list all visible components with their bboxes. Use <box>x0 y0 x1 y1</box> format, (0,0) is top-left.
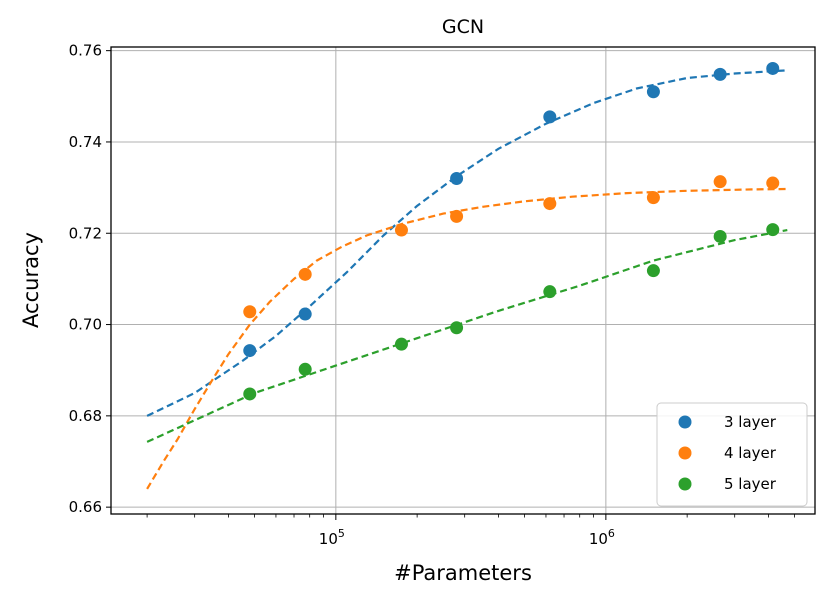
data-point <box>394 223 408 237</box>
plot-frame <box>110 46 816 515</box>
data-point <box>646 191 660 205</box>
data-point <box>713 229 727 243</box>
fit-line <box>146 69 788 417</box>
x-tick-label: 106 <box>589 527 615 548</box>
data-point <box>646 85 660 99</box>
data-point <box>766 61 780 75</box>
data-point <box>713 175 727 189</box>
data-point <box>243 387 257 401</box>
legend-marker <box>678 446 692 460</box>
data-point <box>298 362 312 376</box>
data-point <box>298 307 312 321</box>
legend-marker <box>678 415 692 429</box>
y-tick-label: 0.72 <box>69 224 102 242</box>
data-point <box>646 264 660 278</box>
y-tick-label: 0.68 <box>69 407 102 425</box>
y-tick-label: 0.66 <box>69 498 102 516</box>
legend-label: 5 layer <box>724 475 777 493</box>
data-point <box>450 321 464 335</box>
x-axis-ticks: 105 106 <box>146 514 796 548</box>
data-point <box>543 197 557 211</box>
fit-line <box>146 229 788 443</box>
data-point <box>243 344 257 358</box>
data-point <box>766 223 780 237</box>
x-axis-title: #Parameters <box>394 561 532 585</box>
chart-title: GCN <box>442 16 484 38</box>
legend-marker <box>678 477 692 491</box>
y-tick-label: 0.76 <box>69 42 102 60</box>
y-tick-label: 0.74 <box>69 133 102 151</box>
data-point <box>766 176 780 190</box>
fit-lines <box>146 69 788 490</box>
fit-line <box>146 187 788 490</box>
data-point <box>713 67 727 81</box>
data-point <box>450 209 464 223</box>
data-point <box>298 267 312 281</box>
data-point <box>394 337 408 351</box>
y-axis-title: Accuracy <box>19 232 43 328</box>
data-points <box>243 61 780 401</box>
data-point <box>543 110 557 124</box>
grid <box>111 47 815 514</box>
legend-box <box>656 402 808 507</box>
data-point <box>243 305 257 319</box>
legend-label: 4 layer <box>724 444 777 462</box>
data-point <box>543 285 557 299</box>
data-point <box>450 171 464 185</box>
y-tick-label: 0.70 <box>69 316 102 334</box>
x-tick-label: 105 <box>319 527 345 548</box>
y-axis-ticks: 0.66 0.68 0.70 0.72 0.74 0.76 <box>69 42 111 516</box>
legend-label: 3 layer <box>724 413 777 431</box>
legend: 3 layer 4 layer 5 layer <box>656 402 808 507</box>
